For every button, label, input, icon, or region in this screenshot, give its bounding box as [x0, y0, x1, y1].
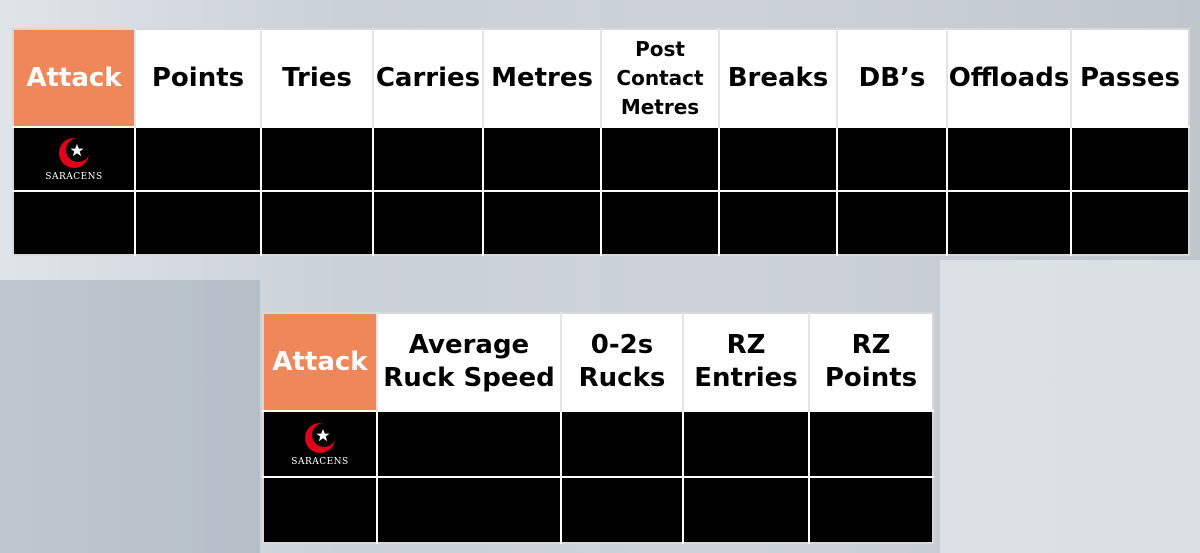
rank-value: 2nd: [376, 476, 561, 543]
team-logo-text: SARACENS: [291, 457, 349, 467]
header-tries: Tries: [260, 29, 373, 127]
rank-value: 1st: [682, 476, 809, 543]
rank-row: Rank 2nd 1st 1st 2nd: [263, 476, 933, 543]
rank-value: 2nd: [260, 190, 373, 255]
header-metres: Metres: [482, 29, 601, 127]
rank-value: 1st: [836, 190, 947, 255]
rank-row: Rank 1st 2nd 4th 3rd 3rd 1st 1st 2nd 2nd: [13, 190, 1189, 255]
team-logo-cell: SARACENS: [13, 126, 135, 191]
rank-value: 3rd: [482, 190, 601, 255]
header-offloads: Offloads: [946, 29, 1071, 127]
rank-value: 2nd: [808, 476, 933, 543]
rank-value: 3rd: [600, 190, 719, 255]
ruck-stats-table: Attack Average Ruck Speed 0-2s Rucks RZ …: [262, 312, 934, 544]
header-rz-points: RZ Points: [808, 313, 933, 411]
team-value: 40.7: [134, 126, 261, 191]
header-average-ruck-speed: Average Ruck Speed: [376, 313, 561, 411]
team-value: 36.0: [808, 410, 933, 477]
team-value: 120.3: [600, 126, 719, 191]
team-value: 38%: [560, 410, 683, 477]
attack-header: Attack: [13, 29, 135, 127]
team-row: SARACENS 3.37 38% 11.0 36.0: [263, 410, 933, 477]
saracens-logo: SARACENS: [264, 421, 376, 467]
team-value: 14.3: [946, 126, 1071, 191]
team-value: 492.0: [482, 126, 601, 191]
background-panel: [940, 260, 1200, 553]
header-passes: Passes: [1070, 29, 1189, 127]
saracens-logo: SARACENS: [14, 136, 134, 182]
team-row: SARACENS 40.7 5.3 116.0 492.0 120.3 14.7…: [13, 126, 1189, 191]
header-points: Points: [134, 29, 261, 127]
rank-value: 2nd: [946, 190, 1071, 255]
team-value: 116.0: [372, 126, 483, 191]
team-logo-cell: SARACENS: [263, 410, 377, 477]
header-carries: Carries: [372, 29, 483, 127]
team-logo-text: SARACENS: [45, 172, 103, 182]
header-post-contact-metres: Post Contact Metres: [600, 29, 719, 127]
team-value: 5.3: [260, 126, 373, 191]
attack-header: Attack: [263, 313, 377, 411]
rank-label: Rank: [13, 190, 135, 255]
rank-value: 2nd: [1070, 190, 1189, 255]
team-value: 23.0: [836, 126, 947, 191]
header-dbs: DB’s: [836, 29, 947, 127]
team-value: 148.0: [1070, 126, 1189, 191]
attack-stats-table: Attack Points Tries Carries Metres Post …: [12, 28, 1190, 256]
team-value: 3.37: [376, 410, 561, 477]
rank-value: 4th: [372, 190, 483, 255]
header-row: Attack Points Tries Carries Metres Post …: [13, 29, 1189, 127]
rank-value: 1st: [718, 190, 837, 255]
header-row: Attack Average Ruck Speed 0-2s Rucks RZ …: [263, 313, 933, 411]
team-value: 11.0: [682, 410, 809, 477]
team-value: 14.7: [718, 126, 837, 191]
saracens-star-crescent-icon: [305, 423, 336, 453]
rank-label: Rank: [263, 476, 377, 543]
saracens-star-crescent-icon: [59, 138, 90, 168]
rank-value: 1st: [134, 190, 261, 255]
header-0-2s-rucks: 0-2s Rucks: [560, 313, 683, 411]
rank-value: 1st: [560, 476, 683, 543]
header-breaks: Breaks: [718, 29, 837, 127]
header-rz-entries: RZ Entries: [682, 313, 809, 411]
background-panel: [0, 280, 260, 553]
